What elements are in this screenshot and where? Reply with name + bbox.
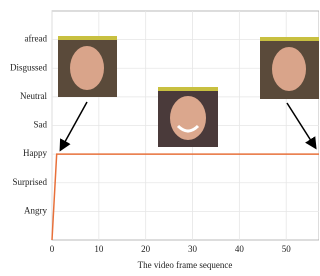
y-tick-label: Surprised <box>13 177 48 187</box>
y-tick-label: Angry <box>24 205 47 215</box>
x-tick-label: 0 <box>50 244 55 254</box>
face-image <box>260 37 319 99</box>
series-line <box>52 154 319 240</box>
y-tick-label: afread <box>25 34 48 44</box>
chart: Angry Surprised Happy Sad Neutral Disgussed af… <box>0 0 319 276</box>
arrow <box>287 103 315 147</box>
y-tick-label: Neutral <box>20 91 47 101</box>
face-image <box>58 36 117 97</box>
y-tick-label: Disgussed <box>10 62 48 72</box>
x-tick-label: 40 <box>235 244 245 254</box>
face-image <box>158 87 218 147</box>
x-tick-label: 20 <box>141 244 151 254</box>
x-tick-label: 50 <box>282 244 292 254</box>
y-tick-label: Happy <box>23 148 47 158</box>
x-tick-label: 10 <box>94 244 104 254</box>
x-axis-label: The video frame sequence <box>138 260 233 270</box>
x-tick-label: 30 <box>188 244 198 254</box>
y-tick-label: Sad <box>34 120 48 130</box>
